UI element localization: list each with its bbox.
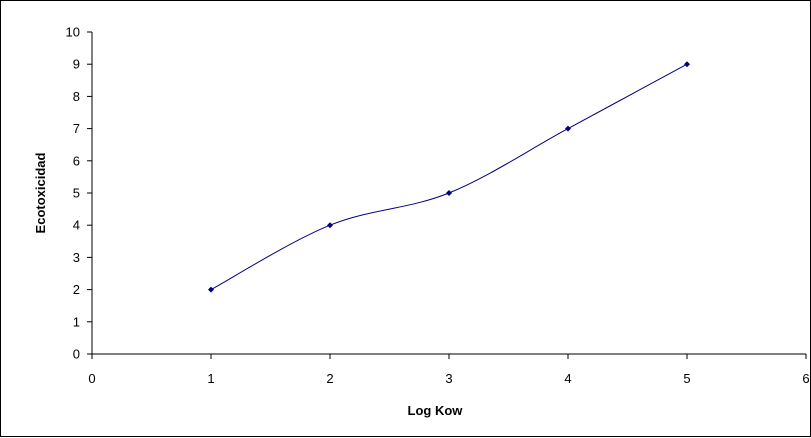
y-tick-label: 9: [73, 57, 80, 72]
series-line: [210, 63, 688, 291]
y-tick-label: 2: [73, 282, 80, 297]
x-tick-label: 0: [88, 371, 95, 386]
series: [208, 61, 690, 293]
data-point-marker: [327, 222, 333, 229]
y-tick-label: 8: [73, 89, 80, 104]
y-axis-title: Ecotoxicidad: [33, 152, 48, 233]
x-tick-label: 6: [802, 371, 809, 386]
x-tick-label: 2: [326, 371, 333, 386]
x-axis-title: Log Kow: [408, 403, 464, 418]
y-tick-label: 6: [73, 153, 80, 168]
y-tick-label: 1: [73, 314, 80, 329]
data-point-marker: [208, 286, 214, 293]
y-tick-label: 0: [73, 347, 80, 362]
y-tick-label: 4: [73, 218, 80, 233]
y-tick-label: 10: [66, 25, 80, 40]
y-tick-label: 3: [73, 250, 80, 265]
data-point-marker: [446, 190, 452, 196]
x-tick-label: 1: [207, 371, 214, 386]
ticks: 0 1 2 3 4 5 6 7 8 9 10 0 1 2 3 4 5 6: [66, 25, 810, 387]
x-tick-label: 5: [683, 371, 690, 386]
x-tick-label: 3: [445, 371, 452, 386]
y-tick-label: 5: [73, 186, 80, 201]
x-tick-label: 4: [564, 371, 571, 386]
data-point-marker: [684, 61, 690, 68]
data-point-marker: [565, 125, 571, 132]
y-tick-label: 7: [73, 121, 80, 136]
